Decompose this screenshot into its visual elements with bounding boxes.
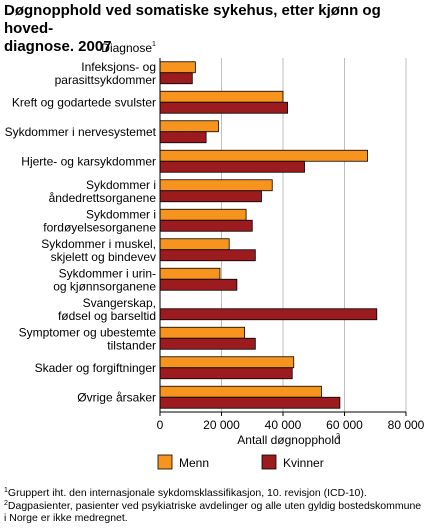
category-label-1: Kreft og godartede svulster	[12, 95, 156, 109]
bar-menn-9	[159, 326, 245, 339]
bar-kvinner-4	[159, 190, 262, 203]
category-label-11: Øvrige årsaker	[77, 390, 156, 404]
x-axis-title-mark: 2	[336, 433, 340, 440]
category-label-3-line-1: Hjerte- og karsykdommer	[21, 154, 156, 168]
footnote-2-text: Dagpasienter, pasienter ved psykiatriske…	[4, 499, 422, 525]
category-label-8-line-1: Svangerskap,	[83, 296, 156, 310]
footnote-1: 1Gruppert iht. den internasjonale sykdom…	[4, 487, 424, 500]
category-label-10: Skader og forgiftninger	[35, 361, 156, 375]
category-label-9-line-2: tilstander	[107, 338, 156, 352]
category-label-2: Sykdommer i nervesystemet	[5, 125, 157, 139]
category-label-2-line-1: Sykdommer i nervesystemet	[5, 125, 157, 139]
bar-kvinner-2	[159, 131, 207, 144]
legend-label-kvinner: Kvinner	[283, 456, 324, 470]
legend-label-menn: Menn	[179, 456, 209, 470]
category-label-8: Svangerskap,fødsel og barseltid	[58, 296, 156, 323]
footnote-2: 2Dagpasienter, pasienter ved psykiatrisk…	[4, 500, 424, 525]
bar-menn-7	[159, 267, 221, 280]
footnotes: 1Gruppert iht. den internasjonale sykdom…	[4, 487, 424, 525]
bar-menn-1	[159, 90, 284, 103]
bar-kvinner-10	[159, 367, 293, 380]
bar-menn-10	[159, 356, 295, 369]
bar-menn-4	[159, 179, 273, 192]
category-label-4-line-1: Sykdommer i	[86, 178, 156, 192]
bar-kvinner-5	[159, 219, 253, 232]
footnote-1-mark: 1	[4, 487, 8, 494]
category-label-7: Sykdommer i urin-og kjønnsorganene	[53, 266, 156, 293]
x-tick-label-4: 80 000	[388, 418, 425, 432]
category-label-6-line-2: skjelett og bindevev	[51, 250, 156, 264]
bar-menn-2	[159, 120, 219, 133]
legend-swatch-kvinner	[261, 454, 277, 470]
y-axis-title-mark: 1	[152, 41, 156, 48]
category-label-3: Hjerte- og karsykdommer	[21, 154, 156, 168]
chart-title-line-1: Døgnopphold ved somatiske sykehus, etter…	[4, 2, 381, 37]
category-label-6-line-1: Sykdommer i muskel,	[41, 237, 156, 251]
category-label-0-line-2: parasittsykdommer	[55, 73, 156, 87]
category-label-1-line-1: Kreft og godartede svulster	[12, 95, 156, 109]
category-label-5-line-2: fordøyelsesorganene	[43, 220, 156, 234]
bar-kvinner-7	[159, 278, 238, 291]
category-label-11-line-1: Øvrige årsaker	[77, 390, 156, 404]
bar-menn-5	[159, 208, 247, 221]
footnote-1-text: Gruppert iht. den internasjonale sykdoms…	[7, 487, 367, 499]
bar-kvinner-6	[159, 249, 256, 262]
bar-kvinner-9	[159, 337, 256, 350]
category-label-8-line-2: fødsel og barseltid	[58, 309, 156, 323]
x-tick-label-2: 40 000	[265, 418, 302, 432]
x-tick-label-3: 60 000	[326, 418, 363, 432]
category-label-5-line-1: Sykdommer i	[86, 207, 156, 221]
x-tick-label-1: 20 000	[203, 418, 240, 432]
bar-chart: Diagnose 1 Infeksjons- ogparasittsykdommer…	[5, 41, 425, 470]
category-label-7-line-1: Sykdommer i urin-	[59, 266, 156, 280]
bar-menn-3	[159, 149, 368, 162]
bar-menn-11	[159, 385, 322, 398]
x-tick-label-0: 0	[157, 418, 164, 432]
bar-kvinner-1	[159, 101, 289, 114]
category-label-10-line-1: Skader og forgiftninger	[35, 361, 156, 375]
legend-swatch-menn	[157, 454, 173, 470]
bar-menn-6	[159, 238, 230, 251]
bar-kvinner-3	[159, 160, 305, 173]
bar-menn-0	[159, 61, 196, 74]
bar-kvinner-8	[159, 308, 378, 321]
footnote-2-mark: 2	[4, 499, 8, 507]
x-axis-title: Antall døgnopphold	[237, 433, 340, 447]
bar-kvinner-11	[159, 396, 341, 409]
bar-kvinner-0	[159, 72, 193, 85]
category-label-6: Sykdommer i muskel,skjelett og bindevev	[41, 237, 156, 264]
category-label-4-line-2: åndedrettsorganene	[49, 191, 157, 205]
y-axis-title: Diagnose	[101, 41, 152, 55]
category-label-7-line-2: og kjønnsorganene	[53, 279, 156, 293]
chart-title: Døgnopphold ved somatiske sykehus, etter…	[4, 2, 422, 56]
category-label-0-line-1: Infeksjons- og	[81, 60, 156, 74]
chart-title-line-2: diagnose. 2007	[4, 38, 112, 55]
category-label-9-line-1: Symptomer og ubestemte	[19, 325, 157, 339]
